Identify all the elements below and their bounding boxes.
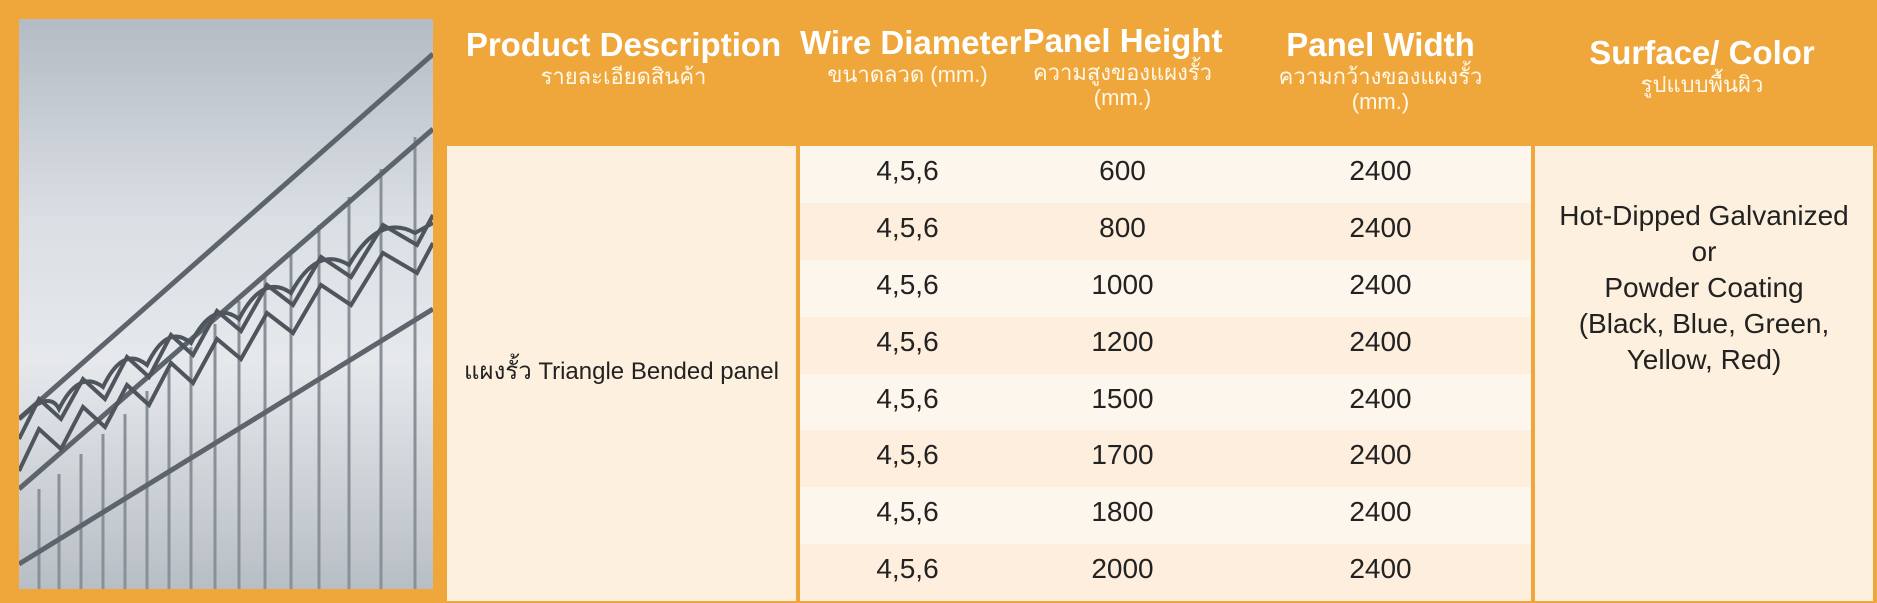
table-row: 4,5,6 600 2400 — [800, 146, 1531, 203]
product-cell: แผงรั้ว Triangle Bended panel — [447, 146, 800, 601]
header-wire-th: ขนาดลวด (mm.) — [827, 62, 988, 87]
surface-text: Hot-Dipped Galvanized or Powder Coating (Bl… — [1535, 198, 1873, 378]
cell-wire: 4,5,6 — [876, 439, 939, 471]
spec-table: Product Description รายละเอียดสินค้า Wir… — [447, 4, 1873, 601]
cell-width: 2400 — [1349, 268, 1412, 300]
cell-wire: 4,5,6 — [876, 553, 939, 585]
spec-rows: 4,5,6 600 2400 4,5,6 800 2400 4,5,6 1000 2400 4,5… — [800, 146, 1531, 601]
header-surface-th: รูปแบบพื้นผิว — [1640, 72, 1764, 97]
table-row: 4,5,6 2000 2400 — [800, 544, 1531, 601]
table-row: 4,5,6 1500 2400 — [800, 373, 1531, 431]
surface-line: (Black, Blue, Green, — [1578, 308, 1830, 339]
table-row: 4,5,6 1800 2400 — [800, 487, 1531, 545]
surface-line: Powder Coating — [1604, 272, 1804, 303]
cell-width: 2400 — [1349, 155, 1412, 186]
table-row: 4,5,6 1700 2400 — [800, 430, 1531, 488]
cell-height: 1500 — [1091, 382, 1154, 414]
header-surface: Surface/ Color รูปแบบพื้นผิว — [1531, 4, 1873, 176]
header-surface-en: Surface/ Color — [1589, 34, 1815, 71]
surface-line: or — [1691, 236, 1717, 267]
table-row: 4,5,6 1200 2400 — [800, 316, 1531, 374]
cell-width: 2400 — [1349, 211, 1412, 243]
table-header: Product Description รายละเอียดสินค้า Wir… — [447, 4, 1873, 146]
surface-line: Hot-Dipped Galvanized — [1559, 200, 1849, 231]
cell-width: 2400 — [1349, 325, 1412, 357]
fence-illustration — [19, 19, 433, 589]
header-width-th: ความกว้างของแผงรั้ว — [1278, 64, 1483, 89]
header-description: Product Description รายละเอียดสินค้า — [447, 4, 800, 168]
header-height-th: ความสูงของแผงรั้ว — [1032, 60, 1213, 85]
cell-width: 2400 — [1349, 553, 1412, 585]
header-description-th: รายละเอียดสินค้า — [540, 64, 707, 89]
table-body: แผงรั้ว Triangle Bended panel 4,5,6 600 24… — [447, 146, 1873, 601]
header-width-en: Panel Width — [1286, 26, 1475, 63]
header-height-unit: (mm.) — [1093, 85, 1152, 110]
cell-width: 2400 — [1349, 496, 1412, 528]
header-wire: Wire Diameter ขนาดลวด (mm.) — [800, 4, 1022, 166]
cell-wire: 4,5,6 — [876, 155, 939, 186]
header-width-unit: (mm.) — [1351, 89, 1410, 114]
surface-line: Yellow, Red) — [1626, 344, 1782, 375]
cell-height: 600 — [1099, 155, 1146, 186]
cell-width: 2400 — [1349, 439, 1412, 471]
cell-wire: 4,5,6 — [876, 268, 939, 300]
cell-wire: 4,5,6 — [876, 325, 939, 357]
header-height: Panel Height ความสูงของแผงรั้ว (mm.) — [1015, 4, 1230, 164]
cell-height: 1200 — [1091, 325, 1154, 357]
cell-height: 2000 — [1091, 553, 1154, 585]
cell-height: 1000 — [1091, 268, 1154, 300]
cell-wire: 4,5,6 — [876, 382, 939, 414]
cell-width: 2400 — [1349, 382, 1412, 414]
cell-height: 1700 — [1091, 439, 1154, 471]
cell-wire: 4,5,6 — [876, 211, 939, 243]
cell-height: 1800 — [1091, 496, 1154, 528]
fence-photo — [19, 19, 433, 589]
header-width: Panel Width ความกว้างของแผงรั้ว (mm.) — [1230, 4, 1531, 168]
header-height-en: Panel Height — [1022, 22, 1223, 59]
table-row: 4,5,6 1000 2400 — [800, 259, 1531, 317]
cell-height: 800 — [1099, 211, 1146, 243]
cell-wire: 4,5,6 — [876, 496, 939, 528]
product-name: แผงรั้ว Triangle Bended panel — [464, 358, 779, 385]
header-description-en: Product Description — [465, 26, 782, 63]
table-row: 4,5,6 800 2400 — [800, 202, 1531, 260]
surface-cell: Hot-Dipped Galvanized or Powder Coating (Bl… — [1531, 146, 1873, 601]
header-wire-en: Wire Diameter — [800, 24, 1022, 61]
